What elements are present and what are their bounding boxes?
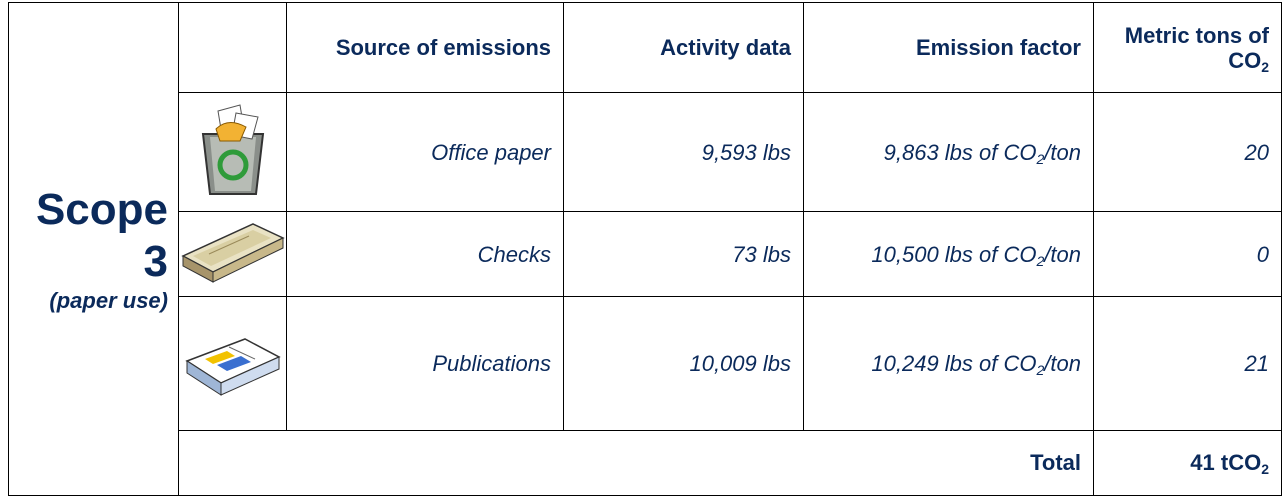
checkbook-icon [181,223,285,283]
subscript: 2 [1036,362,1045,378]
icon-cell [178,92,287,212]
subscript: 2 [1261,58,1269,75]
row: Office paper 9,593 lbs 9,863 lbs of CO2/… [9,92,1282,212]
header-row: Scope 3 (paper use) Source of emissions … [8,2,1282,496]
tons-cell: 20 [1093,92,1282,212]
source-cell: Publications [286,296,564,431]
icon-cell [178,211,287,297]
tons-cell: 0 [1093,211,1282,297]
text: /ton [1044,351,1081,376]
total-row: Total 41 tCO2 [9,430,1282,496]
subscript: 2 [1036,252,1045,269]
factor-cell: 9,863 lbs of CO2/ton [803,92,1094,212]
emissions-table: Scope 3 (paper use) Source of emissions … [8,2,1282,496]
text: 10,500 lbs of CO [871,241,1037,267]
icon-cell [178,296,287,431]
subscript: 2 [1261,461,1269,477]
text: 9,863 lbs of CO [883,139,1037,165]
total-label: Total [178,430,1094,496]
header-cell: Activity data [563,2,804,93]
recycle-bin-icon [201,104,264,195]
header-cell: Metric tons of CO2 [1093,2,1282,93]
row: Publications 10,009 lbs 10,249 lbs of CO… [9,296,1282,431]
publications-icon [184,337,281,396]
factor-cell: 10,249 lbs of CO2/ton [803,296,1094,431]
source-cell: Office paper [286,92,564,212]
text: Metric tons of CO [1124,22,1269,73]
header-cell: Emission factor [803,2,1094,93]
text: /ton [1044,241,1081,267]
total-value: 41 tCO2 [1093,430,1282,496]
activity-cell: 9,593 lbs [563,92,804,212]
activity-cell: 73 lbs [563,211,804,297]
text: 41 tCO [1190,450,1262,475]
header-cell: Source of emissions [286,2,564,93]
scope-number: 3 [143,237,168,286]
header-empty [178,2,287,93]
scope-label: Scope [35,185,168,234]
tons-cell: 21 [1093,296,1282,431]
factor-cell: 10,500 lbs of CO2/ton [803,211,1094,297]
scope-note: (paper use) [49,288,168,313]
row: Checks 73 lbs 10,500 lbs of CO2/ton 0 [9,211,1282,297]
source-cell: Checks [286,211,564,297]
activity-cell: 10,009 lbs [563,296,804,431]
scope-cell: Scope 3 (paper use) [8,2,179,496]
subscript: 2 [1036,150,1045,167]
text: /ton [1044,139,1081,165]
text: 10,249 lbs of CO [871,351,1037,376]
